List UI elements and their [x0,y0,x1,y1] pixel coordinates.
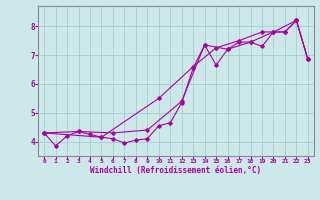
X-axis label: Windchill (Refroidissement éolien,°C): Windchill (Refroidissement éolien,°C) [91,166,261,175]
